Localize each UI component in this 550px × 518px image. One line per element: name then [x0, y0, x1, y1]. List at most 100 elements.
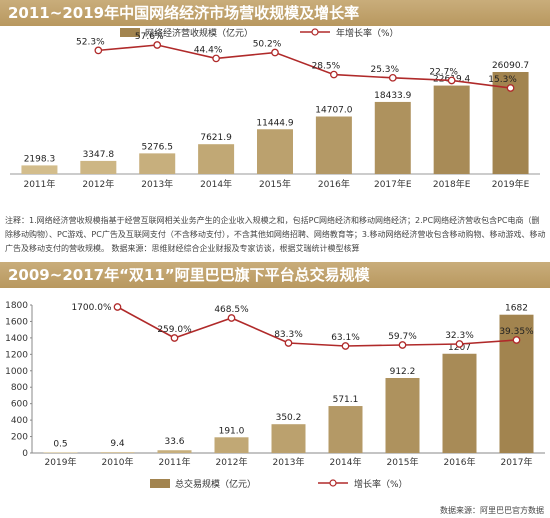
- bar-value-label-2: 33.6: [164, 437, 184, 447]
- growth-point-5: [330, 70, 338, 79]
- bar-7: [442, 353, 477, 453]
- bar-3: [214, 437, 249, 453]
- x-tick-label-4: 2013年: [273, 456, 305, 468]
- growth-label-6: 25.3%: [370, 65, 399, 75]
- x-tick-label-5: 2014年: [330, 456, 362, 468]
- growth-point-2: [170, 334, 179, 342]
- growth-label-8: 15.3%: [488, 75, 517, 85]
- growth-point-3: [227, 314, 236, 322]
- bar-value-label-0: 0.5: [53, 439, 67, 449]
- bar-value-label-1: 9.4: [110, 439, 125, 449]
- growth-label-6: 59.7%: [388, 332, 417, 342]
- y-tick-label-6: 1200: [5, 350, 28, 360]
- x-tick-label-8: 2017年: [501, 456, 533, 468]
- bar-5: [315, 116, 352, 174]
- y-tick-label-3: 600: [11, 400, 28, 410]
- bar-6: [374, 101, 411, 174]
- bar-value-label-5: 14707.0: [315, 106, 352, 116]
- bar-4: [271, 424, 306, 453]
- growth-label-2: 57.6%: [135, 32, 164, 42]
- legend-bar-label: 网络经济营收规模（亿元）: [145, 27, 253, 39]
- bar-value-label-4: 350.2: [276, 413, 302, 423]
- x-tick-label-6: 2015年: [387, 456, 419, 468]
- chart2-source: 数据来源：阿里巴巴官方数据: [440, 506, 544, 515]
- bar-value-label-8: 1682: [505, 304, 528, 314]
- growth-label-5: 28.5%: [312, 62, 341, 72]
- bar-7: [433, 85, 470, 174]
- growth-label-4: 83.3%: [274, 330, 303, 340]
- growth-label-3: 44.4%: [194, 45, 223, 55]
- legend-bar-swatch: [150, 479, 170, 488]
- legend-line-label: 增长率（%）: [354, 478, 408, 490]
- growth-label-3: 468.5%: [214, 305, 249, 315]
- growth-label-8: 39.35%: [499, 327, 534, 337]
- bar-value-label-6: 18433.9: [374, 91, 411, 101]
- bar-4: [257, 129, 293, 174]
- growth-line: [117, 306, 517, 347]
- growth-point-3: [212, 54, 220, 63]
- y-tick-label-7: 1400: [5, 334, 28, 344]
- bar-0: [21, 165, 58, 174]
- legend-bar-swatch: [120, 28, 140, 37]
- y-tick-label-5: 1000: [5, 367, 28, 377]
- growth-label-4: 50.2%: [253, 40, 282, 50]
- legend-line-marker: [329, 479, 337, 487]
- bar-value-label-6: 912.2: [390, 367, 416, 377]
- bar-value-label-3: 7621.9: [200, 133, 232, 143]
- bar-value-label-2: 5276.5: [141, 142, 173, 152]
- x-tick-label-4: 2015年: [259, 178, 291, 190]
- chart1-note: 注释：1.网络经济营收规模指基于经营互联网相关业务产生的企业收入规模之和，包括P…: [5, 216, 546, 253]
- bar-2: [139, 153, 176, 174]
- growth-label-5: 63.1%: [331, 333, 360, 343]
- bar-value-label-8: 26090.7: [492, 61, 529, 71]
- y-tick-label-0: 0: [22, 449, 28, 459]
- growth-label-7: 22.7%: [429, 67, 458, 77]
- growth-point-4: [284, 339, 293, 347]
- x-tick-label-2: 2011年: [159, 456, 191, 468]
- x-tick-label-0: 2019年: [45, 456, 77, 468]
- x-tick-label-7: 2016年: [444, 456, 476, 468]
- x-tick-label-3: 2012年: [216, 456, 248, 468]
- growth-line: [98, 44, 511, 89]
- growth-point-7: [447, 76, 456, 85]
- chart1-title: 2011~2019年中国网络经济市场营收规模及增长率: [0, 0, 550, 26]
- growth-point-6: [398, 341, 407, 349]
- legend-line-label: 年增长率（%）: [336, 27, 399, 39]
- growth-point-7: [455, 340, 464, 348]
- bar-value-label-5: 571.1: [333, 395, 359, 405]
- bar-0: [43, 452, 78, 453]
- x-tick-label-2: 2013年: [141, 178, 173, 190]
- y-tick-label-9: 1800: [5, 301, 28, 311]
- x-tick-label-0: 2011年: [23, 178, 55, 190]
- x-tick-label-5: 2016年: [318, 178, 350, 190]
- growth-label-1: 52.3%: [76, 37, 105, 47]
- bar-6: [385, 377, 420, 453]
- growth-point-2: [153, 41, 162, 49]
- legend-bar-label: 总交易规模（亿元）: [175, 478, 256, 490]
- bar-value-label-0: 2198.3: [24, 154, 56, 164]
- bar-3: [198, 144, 235, 174]
- y-tick-label-4: 800: [11, 383, 28, 393]
- legend-line-marker: [311, 28, 319, 36]
- bar-1: [100, 452, 135, 453]
- bar-1: [80, 160, 117, 174]
- growth-point-1: [94, 46, 103, 55]
- chart1-plot: 网络经济营收规模（亿元） 年增长率（%） 2198.3 2011年 3347.8 2012…: [10, 27, 540, 190]
- growth-point-1: [113, 303, 122, 311]
- x-tick-label-3: 2014年: [200, 178, 232, 190]
- bar-value-label-4: 11444.9: [256, 118, 293, 128]
- growth-point-5: [341, 342, 350, 350]
- growth-point-6: [388, 73, 397, 82]
- growth-point-8: [512, 336, 521, 344]
- bar-value-label-3: 191.0: [219, 426, 245, 436]
- growth-label-7: 32.3%: [445, 331, 474, 341]
- growth-point-4: [271, 48, 279, 57]
- growth-label-2: 259.0%: [157, 325, 192, 335]
- growth-point-8: [506, 84, 515, 92]
- bar-value-label-1: 3347.8: [83, 150, 115, 160]
- x-tick-label-8: 2019年E: [492, 178, 530, 190]
- y-tick-label-1: 200: [11, 433, 28, 443]
- x-tick-label-6: 2017年E: [374, 178, 412, 190]
- chart2-plot: 0 200 400 600 800 1000 1200 1400 1600 1800 0.5 2019…: [5, 301, 545, 490]
- y-tick-label-8: 1600: [5, 317, 28, 327]
